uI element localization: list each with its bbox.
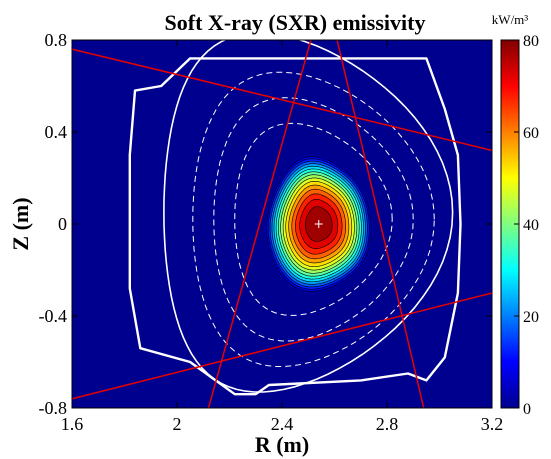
y-tick-label: 0.4 [45, 122, 68, 142]
line-of-sight [72, 48, 492, 152]
x-axis-ticks: 1.6 2 2.4 2.8 3.2 [61, 40, 504, 434]
emission-contour-line [304, 206, 333, 242]
colorbar-tick-label: 80 [523, 33, 539, 50]
colorbar-tick-label: 0 [523, 401, 531, 418]
y-tick-label: 0 [58, 214, 67, 234]
line-of-sight [72, 292, 492, 400]
y-tick-label: 0.8 [45, 30, 68, 50]
colorbar-tick-label: 40 [523, 217, 539, 234]
emission-contour-line [273, 165, 364, 283]
y-axis-label: Z (m) [8, 197, 33, 250]
flux-surface-dashed [192, 71, 435, 367]
colorbar-unit: kW/m³ [492, 12, 528, 27]
x-tick-label: 3.2 [481, 414, 504, 434]
x-tick-label: 1.6 [61, 414, 84, 434]
emission-contour-line [271, 163, 366, 285]
emission-contour-line [275, 168, 362, 280]
colorbar-tick-label: 60 [523, 125, 539, 142]
line-of-sight [207, 40, 312, 408]
emission-contour-line [269, 160, 368, 288]
y-axis-ticks: 0.8 0.4 0 -0.4 -0.8 [39, 30, 492, 418]
x-axis-label: R (m) [255, 432, 309, 457]
chart-title: Soft X-ray (SXR) emissivity [165, 10, 426, 35]
emission-contour-line [266, 156, 372, 292]
emission-contour-line [299, 199, 339, 249]
emission-contour-line [280, 174, 358, 274]
emission-contour-line [285, 180, 353, 268]
emission-contour-line [291, 188, 347, 260]
colorbar-ticks: 80 60 40 20 0 [514, 33, 539, 418]
plasma-boundary [163, 40, 454, 393]
y-tick-label: -0.4 [39, 306, 68, 326]
y-tick-label: -0.8 [39, 398, 68, 418]
plot-content [72, 40, 492, 408]
x-tick-label: 2 [173, 414, 182, 434]
x-tick-label: 2.4 [271, 414, 294, 434]
emission-contour-line [295, 193, 343, 255]
flux-surface-dashed [234, 122, 393, 316]
colorbar-tick-label: 20 [523, 309, 539, 326]
x-tick-label: 2.8 [376, 414, 399, 434]
emission-contour-line [288, 184, 350, 264]
emission-contour-line [267, 158, 370, 290]
emission-contour-line [282, 177, 355, 271]
emission-contour-line [277, 171, 360, 277]
line-of-sight [336, 40, 425, 408]
first-wall [128, 57, 462, 396]
